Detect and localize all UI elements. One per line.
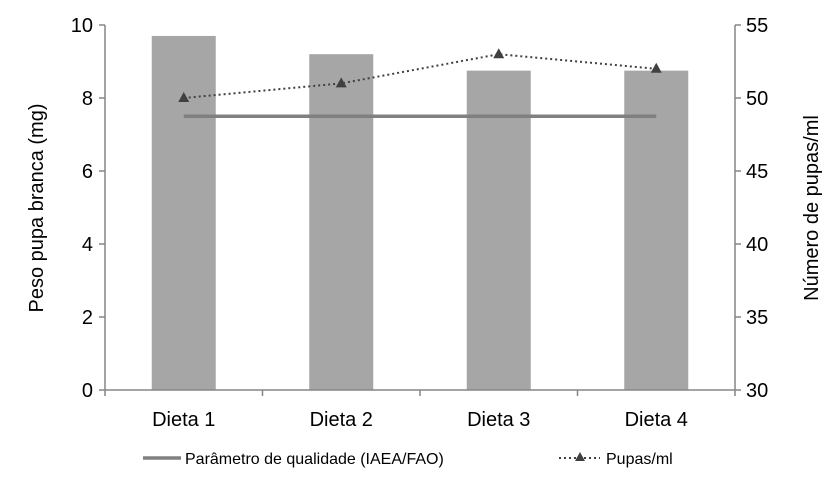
legend: Parâmetro de qualidade (IAEA/FAO) Pupas/… — [143, 451, 673, 468]
bar — [466, 70, 531, 390]
left-axis-title: Peso pupa branca (mg) — [26, 103, 48, 312]
right-axis-title: Número de pupas/ml — [801, 115, 823, 301]
legend-marker-pupas — [575, 452, 585, 461]
left-tick-label: 6 — [82, 161, 93, 183]
pupas-point — [335, 77, 347, 88]
bar — [309, 54, 374, 390]
bar — [151, 35, 216, 390]
legend-label-quality: Parâmetro de qualidade (IAEA/FAO) — [185, 451, 444, 468]
x-tick-label: Dieta 1 — [152, 409, 215, 431]
x-tick-label: Dieta 4 — [625, 409, 688, 431]
category-labels: Dieta 1 Dieta 2 Dieta 3 Dieta 4 — [152, 409, 688, 431]
pupas-point — [650, 62, 662, 73]
legend-label-pupas: Pupas/ml — [606, 451, 673, 468]
left-tick-label: 4 — [82, 234, 93, 256]
pupas-point — [178, 92, 190, 102]
x-tick-label: Dieta 2 — [310, 409, 373, 431]
bar-series — [151, 35, 689, 390]
pupas-point — [493, 48, 505, 59]
right-tick-label: 30 — [746, 380, 768, 402]
axes — [104, 25, 736, 396]
left-tick-label: 8 — [82, 88, 93, 110]
x-tick-label: Dieta 3 — [467, 409, 530, 431]
left-tick-label: 10 — [71, 15, 93, 37]
bar — [624, 70, 689, 390]
right-axis-ticks: 30 35 40 45 50 55 — [735, 15, 768, 402]
right-tick-label: 35 — [746, 307, 768, 329]
pupas-line — [183, 53, 657, 99]
right-tick-label: 40 — [746, 234, 768, 256]
right-tick-label: 55 — [746, 15, 768, 37]
pupas-series — [178, 48, 662, 102]
left-tick-label: 2 — [82, 307, 93, 329]
left-axis-ticks: 0 2 4 6 8 10 — [71, 15, 105, 402]
right-tick-label: 45 — [746, 161, 768, 183]
right-tick-label: 50 — [746, 88, 768, 110]
left-tick-label: 0 — [82, 380, 93, 402]
